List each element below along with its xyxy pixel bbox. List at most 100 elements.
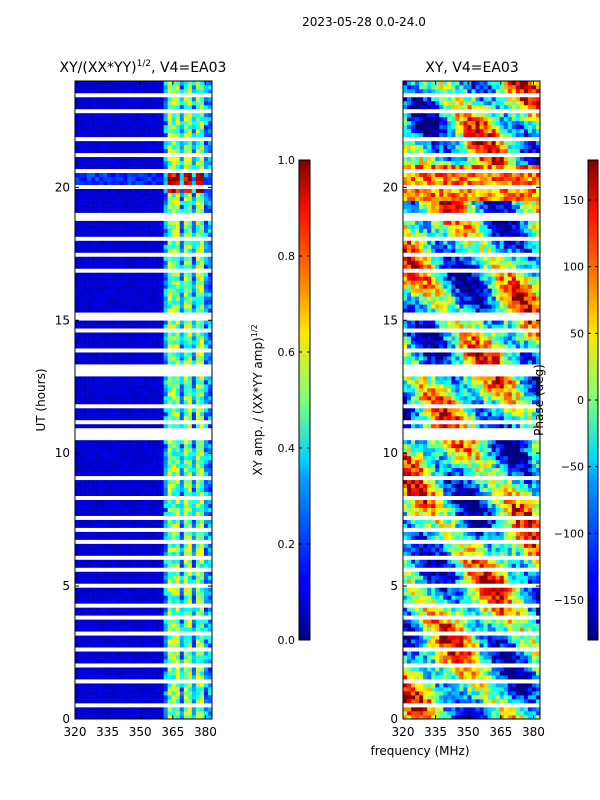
heatmap-cell: [195, 224, 201, 229]
phase-heatmap: [403, 81, 541, 720]
heatmap-cell: [515, 607, 521, 612]
heatmap-cell: [99, 639, 104, 644]
heatmap-cell: [143, 292, 148, 297]
heatmap-cell: [183, 176, 189, 181]
heatmap-cell: [135, 451, 140, 457]
heatmap-cell: [111, 535, 116, 540]
heatmap-cell: [183, 667, 189, 672]
heatmap-cell: [423, 623, 428, 628]
heatmap-cell: [111, 467, 116, 473]
heatmap-cell: [139, 300, 144, 305]
heatmap-cell: [167, 675, 173, 680]
heatmap-cell: [171, 619, 177, 624]
heatmap-cell: [111, 81, 116, 86]
heatmap-cell: [207, 392, 213, 397]
heatmap-cell: [183, 499, 189, 504]
heatmap-cell: [103, 511, 108, 516]
heatmap-cell: [167, 280, 173, 285]
heatmap-cell: [135, 651, 140, 656]
heatmap-cell: [495, 619, 501, 624]
heatmap-cell: [167, 407, 173, 413]
amplitude-panel-title: XY/(XX*YY)1/2, V4=EA03: [60, 59, 227, 76]
heatmap-cell: [199, 308, 205, 313]
heatmap-cell: [159, 388, 164, 393]
heatmap-cell: [95, 623, 100, 628]
heatmap-cell: [491, 623, 496, 628]
heatmap-cell: [91, 384, 96, 389]
heatmap-cell: [123, 511, 128, 516]
heatmap-cell: [199, 180, 205, 185]
heatmap-cell: [127, 411, 132, 417]
heatmap-cell: [179, 715, 185, 720]
heatmap-cell: [183, 551, 189, 556]
heatmap-cell: [183, 144, 189, 150]
heatmap-cell: [107, 411, 112, 417]
heatmap-cell: [155, 196, 160, 201]
heatmap-cell: [135, 675, 140, 680]
heatmap-cell: [99, 144, 104, 150]
heatmap-cell: [155, 591, 160, 596]
heatmap-cell: [103, 288, 108, 293]
heatmap-cell: [111, 288, 116, 293]
heatmap-cell: [79, 280, 84, 285]
data-gap-row: [75, 419, 212, 425]
heatmap-cell: [75, 192, 80, 197]
heatmap-cell: [207, 579, 213, 584]
heatmap-cell: [175, 100, 181, 106]
heatmap-cell: [111, 619, 116, 624]
heatmap-cell: [171, 575, 177, 580]
heatmap-cell: [83, 579, 88, 584]
heatmap-cell: [91, 563, 96, 568]
heatmap-cell: [75, 156, 80, 162]
heatmap-cell: [95, 627, 100, 632]
heatmap-cell: [119, 503, 124, 508]
heatmap-cell: [159, 479, 164, 485]
heatmap-cell: [75, 300, 80, 305]
heatmap-cell: [103, 128, 108, 134]
heatmap-cell: [175, 200, 181, 205]
heatmap-cell: [127, 667, 132, 672]
heatmap-cell: [171, 691, 177, 696]
heatmap-cell: [487, 711, 492, 716]
heatmap-cell: [135, 691, 140, 696]
heatmap-cell: [163, 463, 168, 469]
heatmap-cell: [203, 396, 209, 401]
heatmap-cell: [195, 140, 201, 146]
heatmap-cell: [131, 627, 136, 632]
heatmap-cell: [127, 691, 132, 696]
heatmap-cell: [427, 611, 432, 616]
heatmap-cell: [499, 655, 505, 660]
heatmap-cell: [75, 180, 80, 185]
heatmap-cell: [523, 715, 529, 720]
heatmap-cell: [103, 411, 108, 417]
heatmap-cell: [95, 148, 100, 154]
heatmap-cell: [519, 711, 525, 716]
heatmap-cell: [119, 463, 124, 469]
heatmap-cell: [171, 340, 177, 345]
heatmap-cell: [423, 683, 428, 688]
heatmap-cell: [199, 272, 205, 277]
heatmap-cell: [155, 675, 160, 680]
x-tick-label: 320: [64, 725, 87, 739]
heatmap-cell: [107, 176, 112, 181]
heatmap-cell: [139, 176, 144, 181]
heatmap-cell: [203, 244, 209, 249]
heatmap-cell: [83, 443, 88, 449]
data-gap-row: [75, 92, 212, 98]
heatmap-cell: [99, 384, 104, 389]
heatmap-cell: [195, 344, 201, 349]
heatmap-cell: [199, 643, 205, 648]
heatmap-cell: [103, 507, 108, 512]
heatmap-cell: [135, 188, 140, 193]
heatmap-cell: [407, 659, 412, 664]
heatmap-cell: [147, 611, 152, 616]
heatmap-cell: [183, 300, 189, 305]
heatmap-cell: [155, 176, 160, 181]
heatmap-cell: [151, 344, 156, 349]
heatmap-cell: [99, 499, 104, 504]
heatmap-cell: [139, 607, 144, 612]
heatmap-cell: [179, 352, 185, 357]
heatmap-cell: [99, 559, 104, 564]
heatmap-cell: [139, 220, 144, 225]
heatmap-cell: [119, 543, 124, 548]
